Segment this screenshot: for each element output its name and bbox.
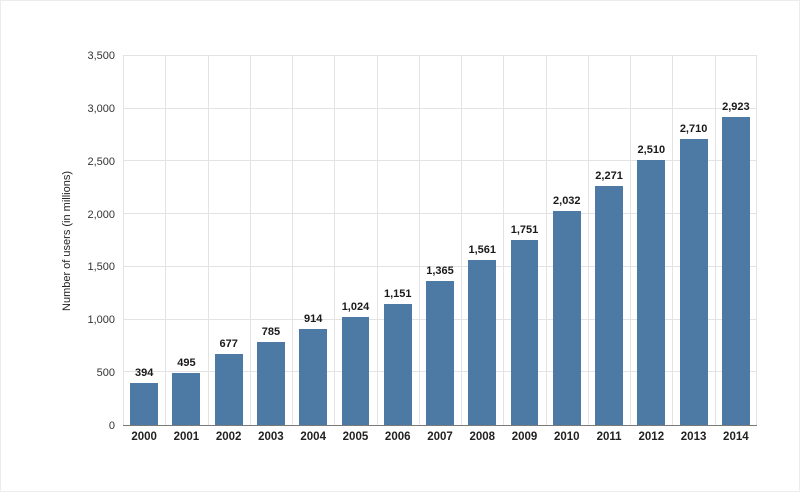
bar (552, 210, 581, 425)
bar (510, 240, 539, 425)
bar-group-2012: 2,510 (630, 56, 672, 425)
bar-value-label: 1,365 (426, 265, 454, 278)
bar-columns: 394 495 677 785 914 1,024 1,151 1,365 1,561 1,751… (123, 56, 757, 425)
x-tick-label: 2014 (723, 431, 749, 443)
v-gridline (461, 56, 463, 425)
v-gridline (249, 56, 251, 425)
bar-value-label: 1,751 (510, 224, 539, 237)
bar-group-2007: 1,365 (419, 56, 461, 425)
bar-value-label: 914 (304, 312, 323, 325)
x-tick-label: 2007 (427, 431, 453, 443)
x-tick-label: 2005 (342, 431, 369, 443)
bar-value-label: 785 (261, 326, 281, 339)
h-gridline (123, 213, 757, 215)
v-gridline (376, 56, 378, 425)
v-gridline (292, 56, 294, 425)
bar-group-2005: 1,024 (334, 56, 376, 425)
bar-group-2003: 785 (250, 56, 292, 425)
y-tick-label: 2,500 (87, 155, 115, 168)
bar-group-2006: 1,151 (377, 56, 419, 425)
x-tick-label: 2001 (173, 431, 200, 443)
bar (721, 116, 750, 425)
x-tick-label: 2002 (215, 431, 242, 443)
v-gridline (334, 56, 336, 425)
x-tick-label: 2000 (131, 431, 157, 443)
y-tick-label: 3,000 (87, 102, 115, 115)
bar (468, 260, 497, 425)
v-gridline (714, 56, 716, 425)
y-axis: 0 500 1,000 1,500 2,000 2,500 3,000 3,500 (1, 50, 115, 432)
y-tick-label: 3,500 (87, 50, 115, 62)
bar (637, 160, 666, 425)
h-gridline (123, 160, 757, 162)
v-gridline (123, 56, 124, 425)
x-tick-label: 2013 (680, 431, 707, 443)
bar (256, 342, 285, 425)
bar-group-2014: 2,923 (715, 56, 757, 425)
x-tick-label: 2010 (553, 431, 580, 443)
bar-value-label: 495 (177, 356, 196, 369)
v-gridline (418, 56, 420, 425)
bar-value-label: 2,510 (637, 144, 666, 157)
bar-value-label: 2,271 (595, 169, 623, 182)
h-gridline (123, 107, 757, 109)
y-tick-label: 1,000 (87, 314, 115, 327)
bar-group-2001: 495 (165, 56, 207, 425)
bar (383, 303, 412, 425)
x-tick-label: 2003 (258, 431, 284, 443)
v-gridline (672, 56, 674, 425)
v-gridline (545, 56, 547, 425)
x-tick-label: 2008 (469, 431, 496, 443)
bar-group-2013: 2,710 (672, 56, 714, 425)
h-gridline (123, 55, 757, 56)
x-tick-label: 2012 (638, 431, 665, 443)
bar-value-label: 2,032 (553, 194, 581, 207)
bar (341, 317, 370, 425)
bar-value-label: 677 (219, 337, 238, 350)
bar (172, 372, 201, 425)
v-gridline (165, 56, 167, 425)
bar-value-label: 1,561 (468, 244, 497, 257)
bar-value-label: 2,710 (679, 123, 708, 136)
bar-group-2002: 677 (208, 56, 250, 425)
bar-group-2011: 2,271 (588, 56, 630, 425)
x-tick-label: 2006 (384, 431, 411, 443)
bar (299, 328, 328, 425)
v-gridline (587, 56, 589, 425)
bar-group-2010: 2,032 (546, 56, 588, 425)
v-gridline (207, 56, 209, 425)
bar-group-2004: 914 (292, 56, 334, 425)
h-gridline (123, 265, 757, 267)
x-tick-label: 2004 (300, 431, 326, 443)
bar (426, 281, 454, 425)
x-axis: 2000 2001 2002 2003 2004 2005 2006 2007 2008 2009… (123, 431, 757, 443)
bar-group-2008: 1,561 (461, 56, 503, 425)
y-tick-label: 1,500 (87, 261, 115, 274)
bar-group-2000: 394 (123, 56, 165, 425)
plot-area: 394 495 677 785 914 1,024 1,151 1,365 1,561 1,751… (123, 55, 757, 426)
x-tick-label: 2011 (596, 431, 622, 443)
y-tick-label: 500 (96, 367, 115, 380)
v-gridline (756, 56, 757, 425)
bar-value-label: 1,151 (383, 287, 412, 300)
bar (595, 185, 623, 425)
bar-value-label: 2,923 (722, 100, 750, 113)
bar (130, 383, 159, 425)
v-gridline (630, 56, 632, 425)
x-tick-label: 2009 (511, 431, 538, 443)
bar (214, 353, 243, 425)
y-tick-label: 0 (108, 420, 115, 432)
bar-group-2009: 1,751 (503, 56, 545, 425)
bar (679, 139, 708, 425)
v-gridline (503, 56, 505, 425)
y-tick-label: 2,000 (87, 208, 115, 221)
bar-value-label: 1,024 (341, 301, 370, 314)
bar-value-label: 394 (134, 367, 154, 380)
